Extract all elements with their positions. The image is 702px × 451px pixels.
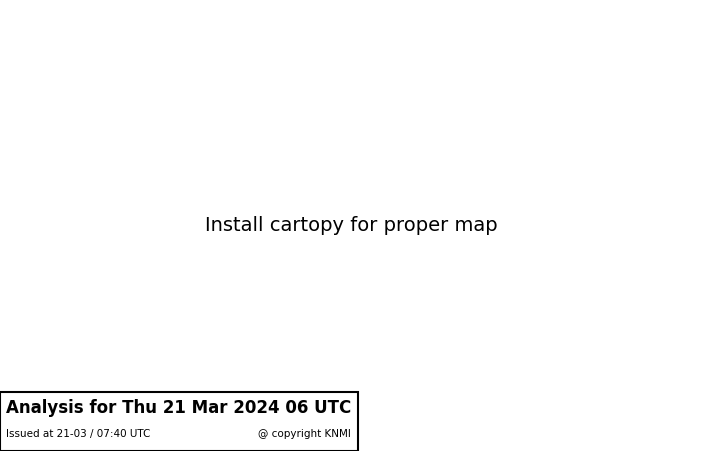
Text: @ copyright KNMI: @ copyright KNMI: [258, 429, 351, 439]
Text: Install cartopy for proper map: Install cartopy for proper map: [205, 216, 497, 235]
Text: Analysis for Thu 21 Mar 2024 06 UTC: Analysis for Thu 21 Mar 2024 06 UTC: [6, 399, 351, 417]
Text: Issued at 21-03 / 07:40 UTC: Issued at 21-03 / 07:40 UTC: [6, 429, 150, 439]
